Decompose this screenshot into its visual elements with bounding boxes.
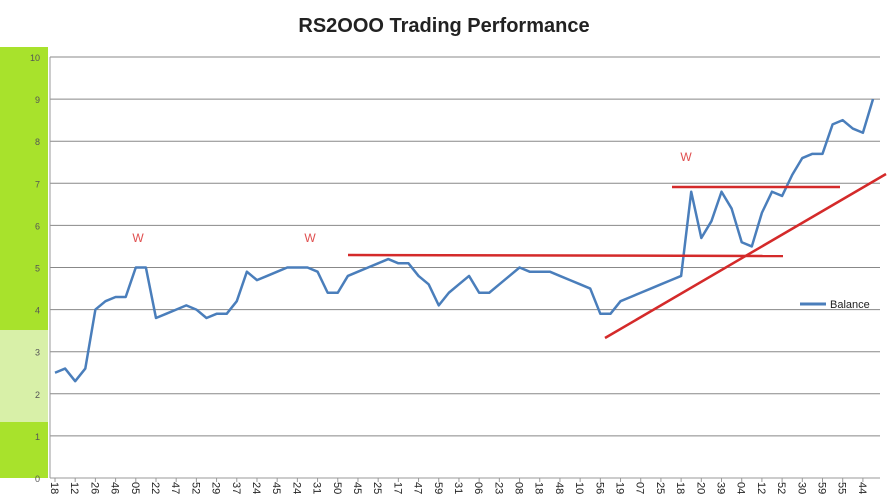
x-tick-label: 19 xyxy=(614,482,626,494)
series-line xyxy=(54,98,875,383)
annotation: W xyxy=(304,231,316,245)
y-tick-label: 5 xyxy=(35,264,40,274)
x-tick-label: 31 xyxy=(452,482,464,494)
y-tick-label: 4 xyxy=(35,306,40,316)
chart-title: RS2OOO Trading Performance xyxy=(298,15,589,37)
x-tick-label: 05 xyxy=(129,482,141,494)
y-tick-label: 10 xyxy=(30,53,40,63)
y-tick-label: 0 xyxy=(35,474,40,484)
x-tick-label: 08 xyxy=(513,482,525,494)
y-tick-label: 3 xyxy=(35,348,40,358)
side-bar-light xyxy=(0,330,48,422)
y-tick-label: 2 xyxy=(35,390,40,400)
grid xyxy=(50,56,880,479)
x-tick-label: 52 xyxy=(775,482,787,494)
y-tick-label: 9 xyxy=(35,95,40,105)
x-tick-label: 50 xyxy=(331,482,343,494)
x-tick-label: 52 xyxy=(189,482,201,494)
plot xyxy=(54,98,875,383)
x-tick-label: 06 xyxy=(472,482,484,494)
y-tick-label: 6 xyxy=(35,221,40,231)
x-tick-label: 56 xyxy=(593,482,605,494)
x-tick-label: 07 xyxy=(634,482,646,494)
x-tick-label: 37 xyxy=(230,482,242,494)
y-tick-label: 8 xyxy=(35,137,40,147)
x-tick-label: 24 xyxy=(290,482,302,494)
x-tick-label: 18 xyxy=(48,482,60,494)
x-tick-label: 12 xyxy=(755,482,767,494)
x-tick-label: 26 xyxy=(88,482,100,494)
x-tick-label: 22 xyxy=(149,482,161,494)
y-tick-label: 1 xyxy=(35,432,40,442)
x-tick-label: 23 xyxy=(492,482,504,494)
x-tick-label: 12 xyxy=(68,482,80,494)
x-tick-label: 31 xyxy=(311,482,323,494)
x-tick-label: 45 xyxy=(270,482,282,494)
x-tick-label: 29 xyxy=(210,482,222,494)
x-tick-label: 25 xyxy=(371,482,383,494)
x-tick-label: 18 xyxy=(533,482,545,494)
x-tick-label: 10 xyxy=(573,482,585,494)
x-tick-label: 44 xyxy=(856,482,868,494)
x-tick-label: 59 xyxy=(816,482,828,494)
resistance-line xyxy=(347,253,784,258)
x-tick-label: 59 xyxy=(432,482,444,494)
annotation: W xyxy=(680,150,692,164)
x-tick-label: 46 xyxy=(109,482,121,494)
x-tick-label: 24 xyxy=(250,482,262,494)
x-tick-label: 39 xyxy=(715,482,727,494)
annotation: W xyxy=(132,231,144,245)
x-tick-label: 18 xyxy=(674,482,686,494)
y-tick-label: 7 xyxy=(35,179,40,189)
x-tick-label: 30 xyxy=(795,482,807,494)
x-tick-label: 45 xyxy=(351,482,363,494)
trend-line xyxy=(604,172,887,340)
legend-label: Balance xyxy=(830,299,870,311)
x-tick-label: 47 xyxy=(169,482,181,494)
x-tick-label: 20 xyxy=(694,482,706,494)
x-tick-label: 17 xyxy=(391,482,403,494)
x-tick-label: 47 xyxy=(412,482,424,494)
x-tick-label: 25 xyxy=(654,482,666,494)
x-tick-label: 55 xyxy=(836,482,848,494)
x-tick-label: 48 xyxy=(553,482,565,494)
x-tick-label: 04 xyxy=(735,482,747,494)
